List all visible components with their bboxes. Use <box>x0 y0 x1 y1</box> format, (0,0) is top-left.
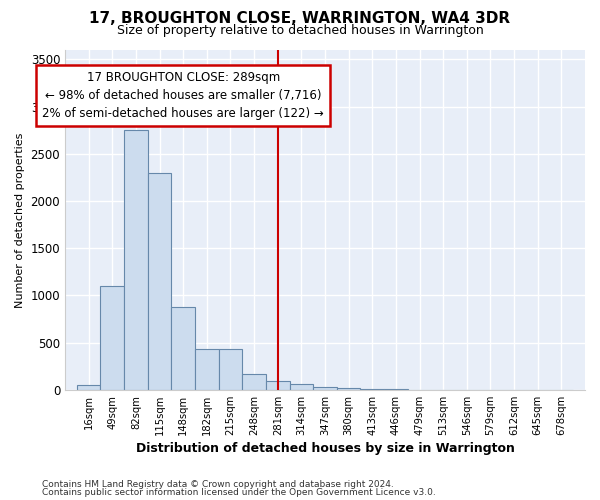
Bar <box>100 286 124 390</box>
Text: 17, BROUGHTON CLOSE, WARRINGTON, WA4 3DR: 17, BROUGHTON CLOSE, WARRINGTON, WA4 3DR <box>89 11 511 26</box>
Bar <box>242 374 266 390</box>
Bar <box>313 387 337 390</box>
X-axis label: Distribution of detached houses by size in Warrington: Distribution of detached houses by size … <box>136 442 514 455</box>
Text: Contains HM Land Registry data © Crown copyright and database right 2024.: Contains HM Land Registry data © Crown c… <box>42 480 394 489</box>
Bar <box>361 389 384 390</box>
Text: Contains public sector information licensed under the Open Government Licence v3: Contains public sector information licen… <box>42 488 436 497</box>
Bar <box>290 384 313 390</box>
Bar <box>337 388 361 390</box>
Bar <box>266 382 290 390</box>
Bar <box>172 307 195 390</box>
Bar <box>218 349 242 390</box>
Y-axis label: Number of detached properties: Number of detached properties <box>15 132 25 308</box>
Bar <box>148 172 172 390</box>
Text: 17 BROUGHTON CLOSE: 289sqm
← 98% of detached houses are smaller (7,716)
2% of se: 17 BROUGHTON CLOSE: 289sqm ← 98% of deta… <box>43 71 324 120</box>
Bar <box>195 349 218 390</box>
Text: Size of property relative to detached houses in Warrington: Size of property relative to detached ho… <box>116 24 484 37</box>
Bar <box>77 385 100 390</box>
Bar <box>124 130 148 390</box>
